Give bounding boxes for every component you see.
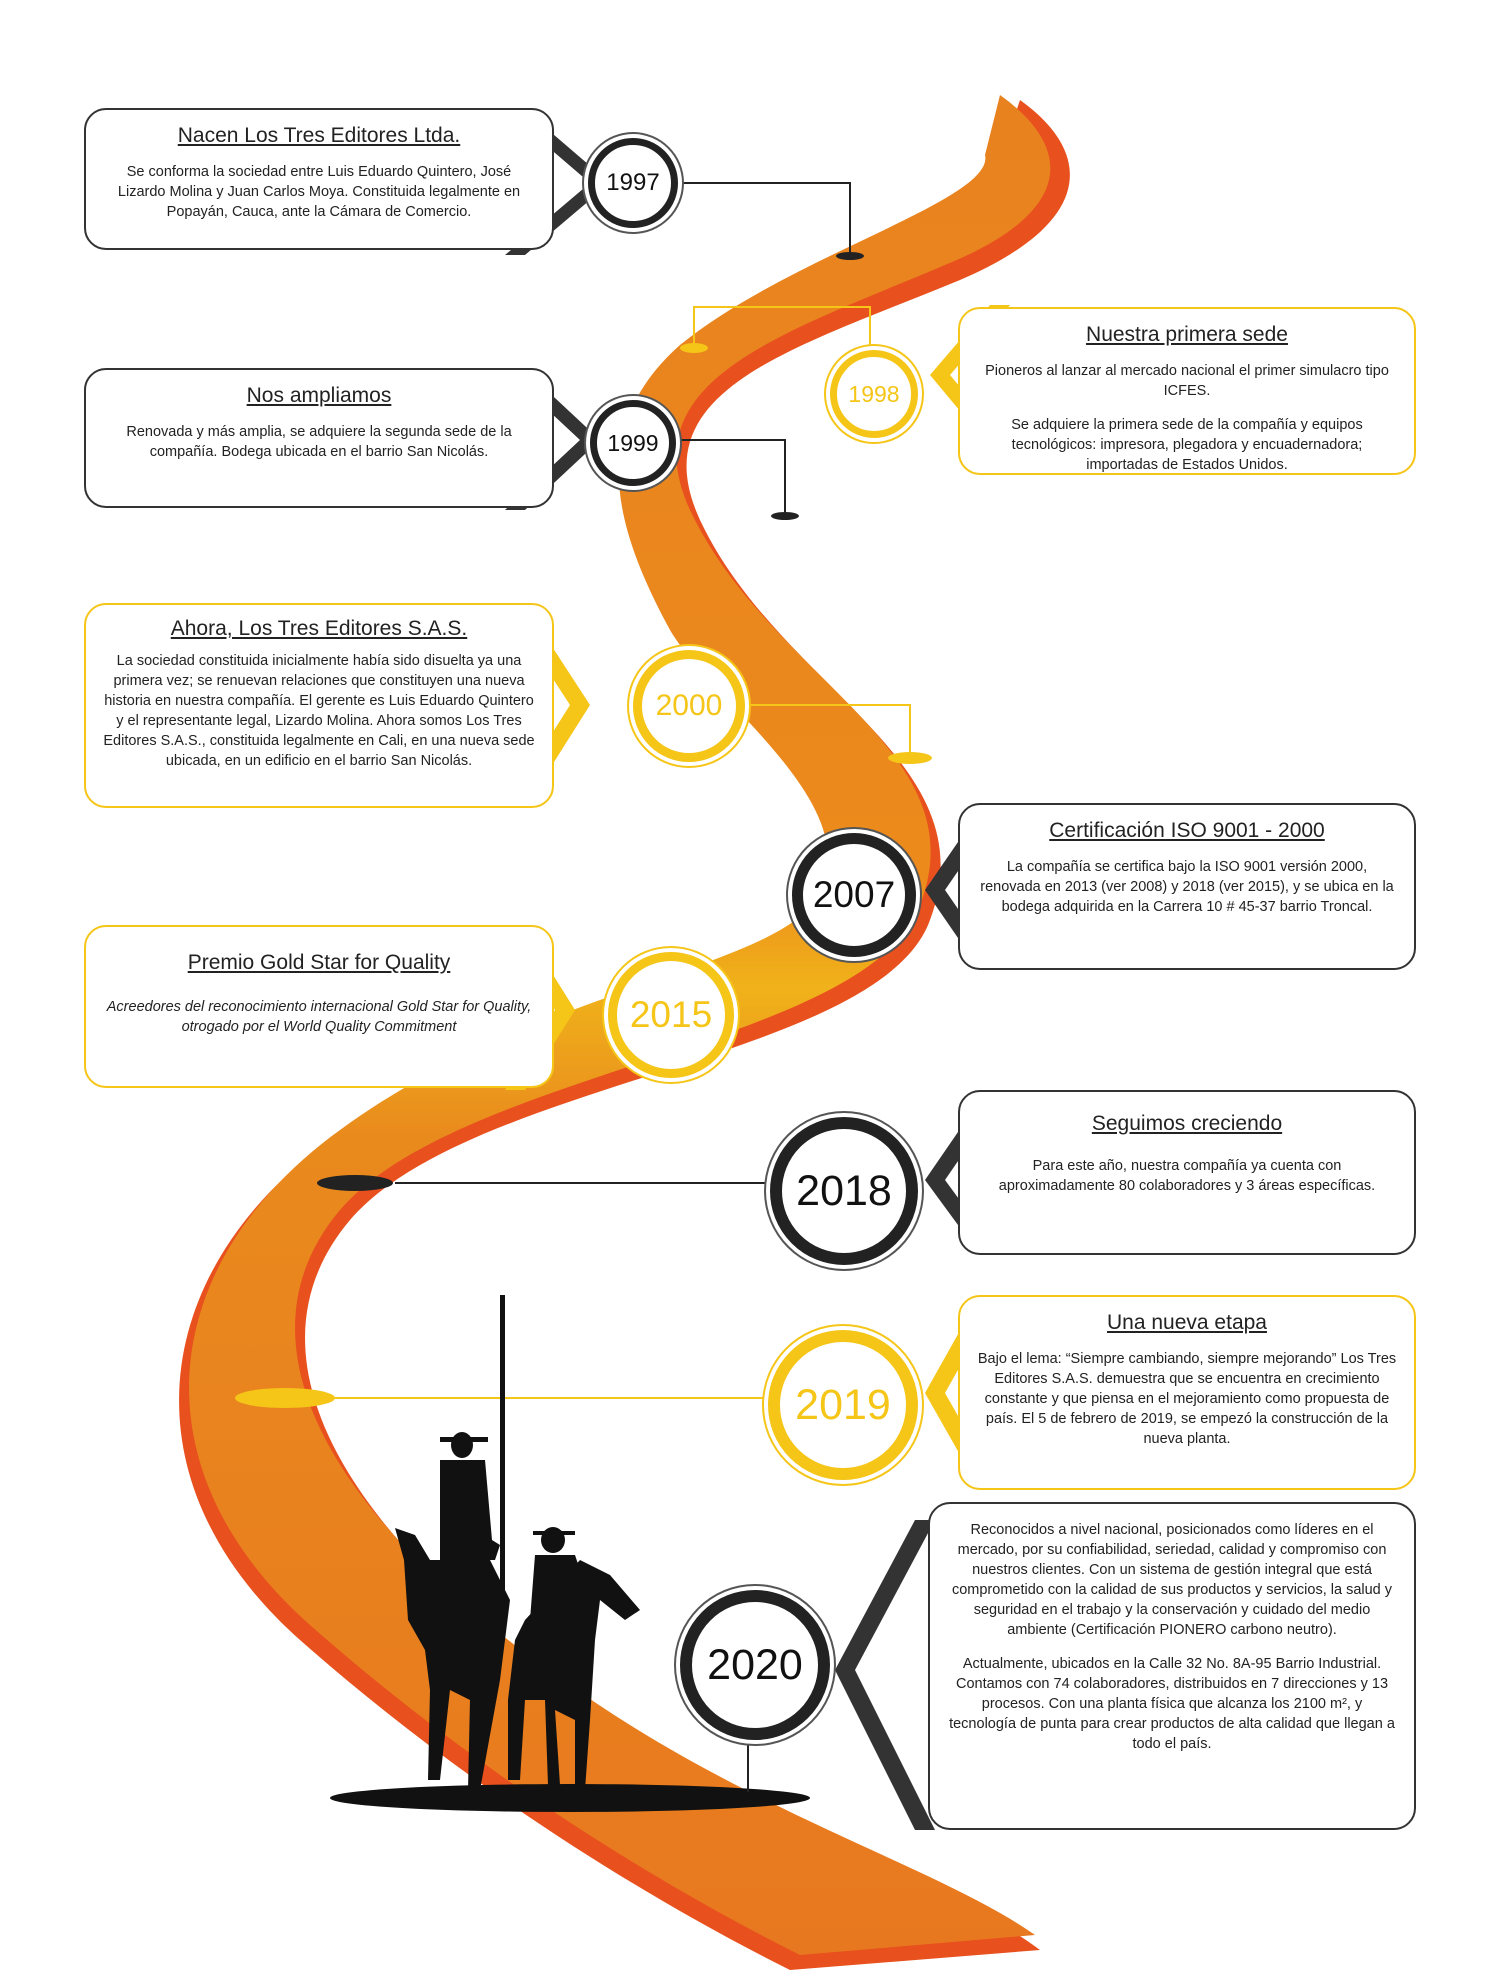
marker-1998 <box>680 343 708 353</box>
year-1997: 1997 <box>588 138 678 228</box>
card-1998-text: Pioneros al lanzar al mercado nacional e… <box>985 363 1389 399</box>
card-2000-title: Ahora, Los Tres Editores S.A.S. <box>170 617 468 640</box>
card-2000: Ahora, Los Tres Editores S.A.S. La socie… <box>84 603 554 808</box>
year-2015: 2015 <box>608 952 734 1078</box>
card-1997-text: Se conforma la sociedad entre Luis Eduar… <box>117 164 521 220</box>
marker-2019 <box>235 1388 335 1408</box>
card-2015-title: Premio Gold Star for Quality <box>187 951 451 974</box>
connector-2000 <box>735 704 911 752</box>
card-1999: Nos ampliamos Renovada y más amplia, se … <box>84 368 554 508</box>
card-2020-text: Reconocidos a nivel nacional, posicionad… <box>951 1522 1393 1638</box>
year-2000-label: 2000 <box>655 689 723 722</box>
card-2020: Reconocidos a nivel nacional, posicionad… <box>928 1502 1416 1830</box>
card-2018-title: Seguimos creciendo <box>1091 1112 1283 1135</box>
card-2015-text: Acreedores del reconocimiento internacio… <box>106 999 532 1035</box>
connector-1997 <box>680 182 851 252</box>
card-2020-text2: Actualmente, ubicados en la Calle 32 No.… <box>949 1656 1395 1752</box>
marker-2018 <box>317 1175 393 1191</box>
card-2007-text: La compañía se certifica bajo la ISO 900… <box>980 859 1394 915</box>
year-2020: 2020 <box>680 1590 830 1740</box>
chevron-1997 <box>505 110 610 255</box>
year-1999-label: 1999 <box>607 429 659 456</box>
card-1998-title: Nuestra primera sede <box>1086 323 1288 346</box>
year-2007-label: 2007 <box>812 874 896 915</box>
year-2000: 2000 <box>633 650 745 762</box>
card-1997-title: Nacen Los Tres Editores Ltda. <box>177 124 461 147</box>
year-1997-label: 1997 <box>606 169 660 196</box>
year-2018-label: 2018 <box>796 1166 892 1215</box>
card-1999-text: Renovada y más amplia, se adquiere la se… <box>126 424 512 460</box>
card-2018: Seguimos creciendo Para este año, nuestr… <box>958 1090 1416 1255</box>
year-2020-label: 2020 <box>707 1640 803 1689</box>
marker-1999 <box>771 512 799 520</box>
card-1998: Nuestra primera sede Pioneros al lanzar … <box>958 307 1416 475</box>
year-2019: 2019 <box>768 1330 918 1480</box>
year-2018: 2018 <box>770 1117 918 1265</box>
card-2019-text: Bajo el lema: “Siempre cambiando, siempr… <box>977 1351 1397 1447</box>
year-2019-label: 2019 <box>795 1380 891 1429</box>
quixote-silhouette <box>395 1295 640 1790</box>
card-2019-title: Una nueva etapa <box>1107 1311 1267 1334</box>
year-1999: 1999 <box>590 400 676 486</box>
card-2015: Premio Gold Star for Quality Acreedores … <box>84 925 554 1088</box>
card-2007: Certificación ISO 9001 - 2000 La compañí… <box>958 803 1416 970</box>
marker-1997 <box>836 252 864 260</box>
card-2018-text: Para este año, nuestra compañía ya cuent… <box>998 1158 1376 1194</box>
shadow-2020 <box>330 1784 810 1812</box>
year-2007: 2007 <box>792 833 916 957</box>
card-2000-text: La sociedad constituida inicialmente hab… <box>103 653 535 769</box>
marker-2000 <box>888 752 932 764</box>
card-1999-title: Nos ampliamos <box>246 384 392 407</box>
connector-1999 <box>680 439 786 512</box>
year-2015-label: 2015 <box>629 994 713 1035</box>
connector-1998 <box>693 306 871 360</box>
card-1997: Nacen Los Tres Editores Ltda. Se conform… <box>84 108 554 250</box>
year-1998: 1998 <box>830 350 918 438</box>
chevron-2020 <box>835 1520 935 1830</box>
year-1998-label: 1998 <box>848 380 900 407</box>
card-2007-title: Certificación ISO 9001 - 2000 <box>1049 819 1325 842</box>
card-2019: Una nueva etapa Bajo el lema: “Siempre c… <box>958 1295 1416 1490</box>
card-1998-text2: Se adquiere la primera sede de la compañ… <box>1011 417 1363 473</box>
